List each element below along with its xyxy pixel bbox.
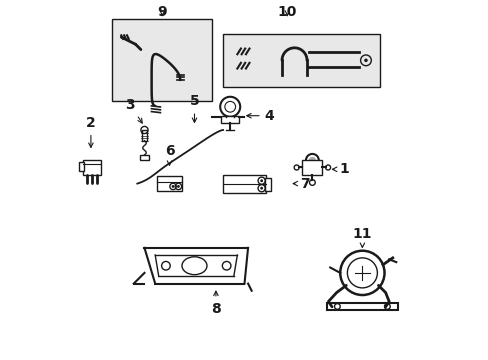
Circle shape (171, 185, 174, 188)
Circle shape (364, 59, 367, 62)
Text: 2: 2 (86, 116, 96, 147)
Text: 4: 4 (246, 109, 274, 123)
Text: 10: 10 (277, 5, 296, 19)
Bar (112, 19, 212, 102)
Bar (302, 160, 322, 175)
Text: 3: 3 (125, 98, 142, 123)
Text: 9: 9 (157, 5, 167, 19)
Bar (326, 302, 397, 310)
Text: 8: 8 (211, 291, 221, 316)
Text: 7: 7 (293, 176, 309, 190)
Bar (157, 176, 182, 192)
Circle shape (308, 157, 315, 164)
Circle shape (260, 179, 263, 182)
Circle shape (177, 185, 180, 188)
Bar (223, 175, 265, 193)
Bar (140, 155, 148, 160)
Bar (221, 116, 239, 123)
Text: 5: 5 (189, 94, 199, 122)
Circle shape (260, 187, 263, 190)
Text: 6: 6 (164, 144, 174, 165)
Text: 11: 11 (352, 226, 371, 247)
Ellipse shape (182, 257, 206, 275)
Bar (80, 162, 83, 171)
Bar (223, 33, 380, 87)
Bar (264, 178, 270, 191)
Text: 1: 1 (332, 162, 349, 176)
Bar (83, 160, 101, 175)
Bar (142, 130, 147, 141)
